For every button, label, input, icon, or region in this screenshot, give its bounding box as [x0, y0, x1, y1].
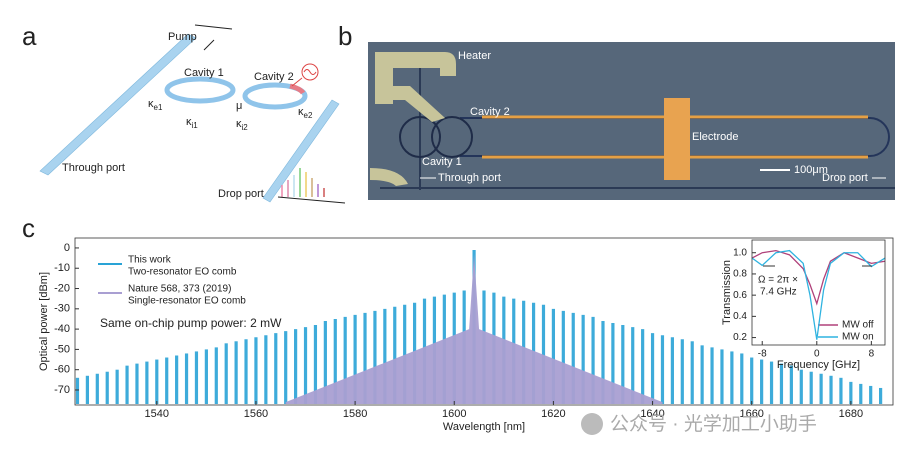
kappa-sub: i1 — [192, 121, 199, 130]
x-tick-label: 1560 — [244, 408, 268, 420]
bus-waveguide — [39, 33, 197, 176]
source-wave — [303, 69, 317, 75]
y-tick-label: -70 — [54, 384, 70, 396]
kappa-sub: e1 — [154, 103, 163, 112]
x-tick-label: -8 — [758, 349, 767, 360]
ring — [164, 76, 236, 104]
coupling-label: κe2 — [298, 106, 313, 120]
racetrack — [460, 117, 890, 157]
y-axis-label: Transmission — [721, 260, 733, 325]
coupling-label: κi1 — [186, 116, 198, 130]
annotation: 7.4 GHz — [760, 287, 797, 298]
coupling-label: κe1 — [148, 98, 163, 112]
transmission-line — [751, 249, 886, 306]
y-tick-label: -20 — [54, 282, 70, 294]
pump-arrow — [203, 39, 215, 51]
scale-label: 100μm — [794, 164, 828, 176]
heater — [370, 168, 408, 186]
y-tick-label: 0.6 — [733, 290, 747, 301]
x-tick-label: 1540 — [145, 408, 169, 420]
y-tick-label: -60 — [54, 364, 70, 376]
ring — [431, 116, 473, 158]
x-axis-label: Wavelength [nm] — [443, 421, 525, 433]
heater — [375, 52, 456, 104]
watermark-icon — [581, 413, 603, 435]
x-tick-label: 1600 — [442, 408, 466, 420]
annotation: Ω = 2π × — [758, 275, 798, 286]
transmission-line — [751, 249, 886, 340]
y-tick-label: 0 — [64, 242, 70, 254]
kappa: κ — [186, 116, 192, 128]
pump-marker — [194, 24, 233, 30]
legend-note: Single-resonator EO comb — [128, 296, 246, 307]
panel-label: b — [338, 21, 352, 51]
y-tick-label: -50 — [54, 343, 70, 355]
x-tick-label: 1640 — [640, 408, 664, 420]
cavity-label: Cavity 2 — [254, 71, 294, 83]
port-label: Through port — [62, 162, 125, 174]
panel-label: c — [22, 213, 35, 243]
legend-label: MW off — [842, 320, 874, 331]
heater — [380, 86, 445, 122]
y-tick-label: -10 — [54, 262, 70, 274]
annotation: Same on-chip pump power: 2 mW — [100, 316, 282, 330]
spectrum-plot: 1540 1560 1580 1600 1620 1640 1660 1680 0 -10 -20 -… — [38, 237, 894, 433]
waveguide — [380, 60, 895, 190]
cavity-label: Cavity 2 — [470, 106, 510, 118]
cavity-label: Cavity 1 — [184, 67, 224, 79]
source-wire — [291, 77, 303, 87]
y-tick-label: 0.4 — [733, 311, 747, 322]
x-tick-label: 0 — [814, 349, 820, 360]
drop-waveguide — [262, 99, 340, 203]
port-label: Drop port — [218, 188, 264, 200]
legend-label: Nature 568, 373 (2019) — [128, 284, 231, 295]
ring — [399, 116, 441, 158]
y-tick-label: 0.2 — [733, 332, 747, 343]
y-tick-label: 0.8 — [733, 269, 747, 280]
electrode-segment — [289, 83, 306, 95]
kappa: κ — [236, 118, 242, 130]
coupling-label: κi2 — [236, 118, 248, 132]
electrode-label: Electrode — [692, 131, 738, 143]
kappa: κ — [298, 106, 304, 118]
ring — [242, 82, 308, 110]
x-tick-label: 1680 — [839, 408, 863, 420]
schematic — [39, 24, 346, 204]
pump-label: Pump — [168, 31, 197, 43]
kappa-sub: e2 — [304, 111, 313, 120]
plot-frame — [751, 239, 886, 346]
y-tick-label: 1.0 — [733, 247, 747, 258]
x-tick-label: 1660 — [739, 408, 763, 420]
y-tick-label: -30 — [54, 303, 70, 315]
x-axis-label: Frequency [GHz] — [777, 359, 860, 371]
kappa-sub: i2 — [242, 123, 249, 132]
legend-note: Two-resonator EO comb — [128, 267, 237, 278]
y-axis-label: Optical power [dBm] — [38, 272, 50, 371]
x-tick-label: 8 — [869, 349, 875, 360]
port-label: Through port — [438, 172, 501, 184]
panel-label: a — [22, 21, 37, 51]
electrode-pad — [664, 98, 690, 180]
coupling-label: μ — [236, 100, 242, 112]
source-symbol — [301, 63, 319, 81]
plot-frame — [74, 237, 894, 406]
legend-label: MW on — [842, 332, 874, 343]
micrograph — [368, 42, 895, 200]
heater-label: Heater — [458, 50, 491, 62]
watermark: 公众号 · 光学加工小助手 — [610, 413, 817, 435]
x-tick-label: 1620 — [541, 408, 565, 420]
x-tick-label: 1580 — [343, 408, 367, 420]
y-tick-label: -40 — [54, 323, 70, 335]
kappa: κ — [148, 98, 154, 110]
legend-label: This work — [128, 255, 172, 266]
comb-area — [285, 254, 663, 404]
port-label: Drop port — [822, 172, 868, 184]
comb-icon — [277, 168, 346, 204]
cavity-label: Cavity 1 — [422, 156, 462, 168]
